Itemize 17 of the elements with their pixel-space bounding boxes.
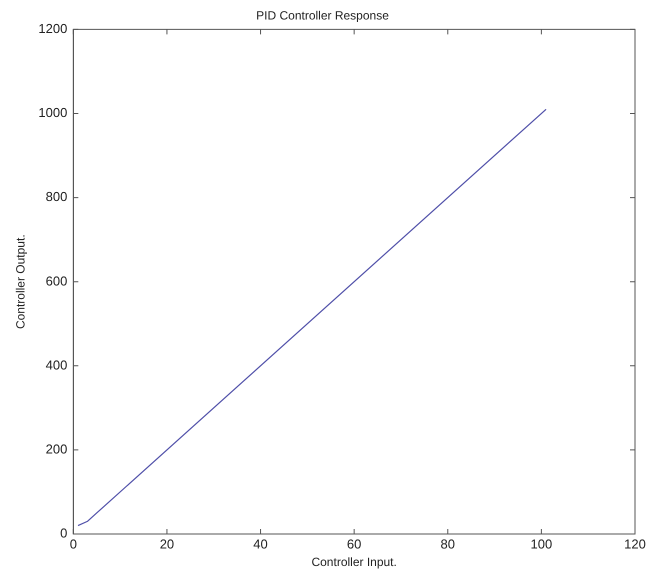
x-tick-label: 20 <box>160 536 174 552</box>
chart-title: PID Controller Response <box>256 8 390 23</box>
x-tick-label: 60 <box>346 536 362 552</box>
y-tick-label: 1200 <box>38 20 68 36</box>
y-tick-label: 400 <box>46 357 68 372</box>
x-tick-label: 40 <box>253 536 268 552</box>
y-tick-label: 0 <box>60 526 68 541</box>
y-tick-label: 600 <box>46 273 68 288</box>
x-tick-label: 120 <box>624 536 646 552</box>
x-tick-label: 100 <box>530 536 552 552</box>
y-axis-title: Controller Output. <box>14 234 28 330</box>
x-tick-label: 80 <box>440 536 456 552</box>
y-tick-label: 800 <box>46 189 68 204</box>
y-tick-label: 1000 <box>38 105 68 120</box>
y-tick-label: 200 <box>46 441 68 456</box>
x-axis-title: Controller Input. <box>311 555 397 570</box>
x-tick-label: 0 <box>70 536 77 552</box>
